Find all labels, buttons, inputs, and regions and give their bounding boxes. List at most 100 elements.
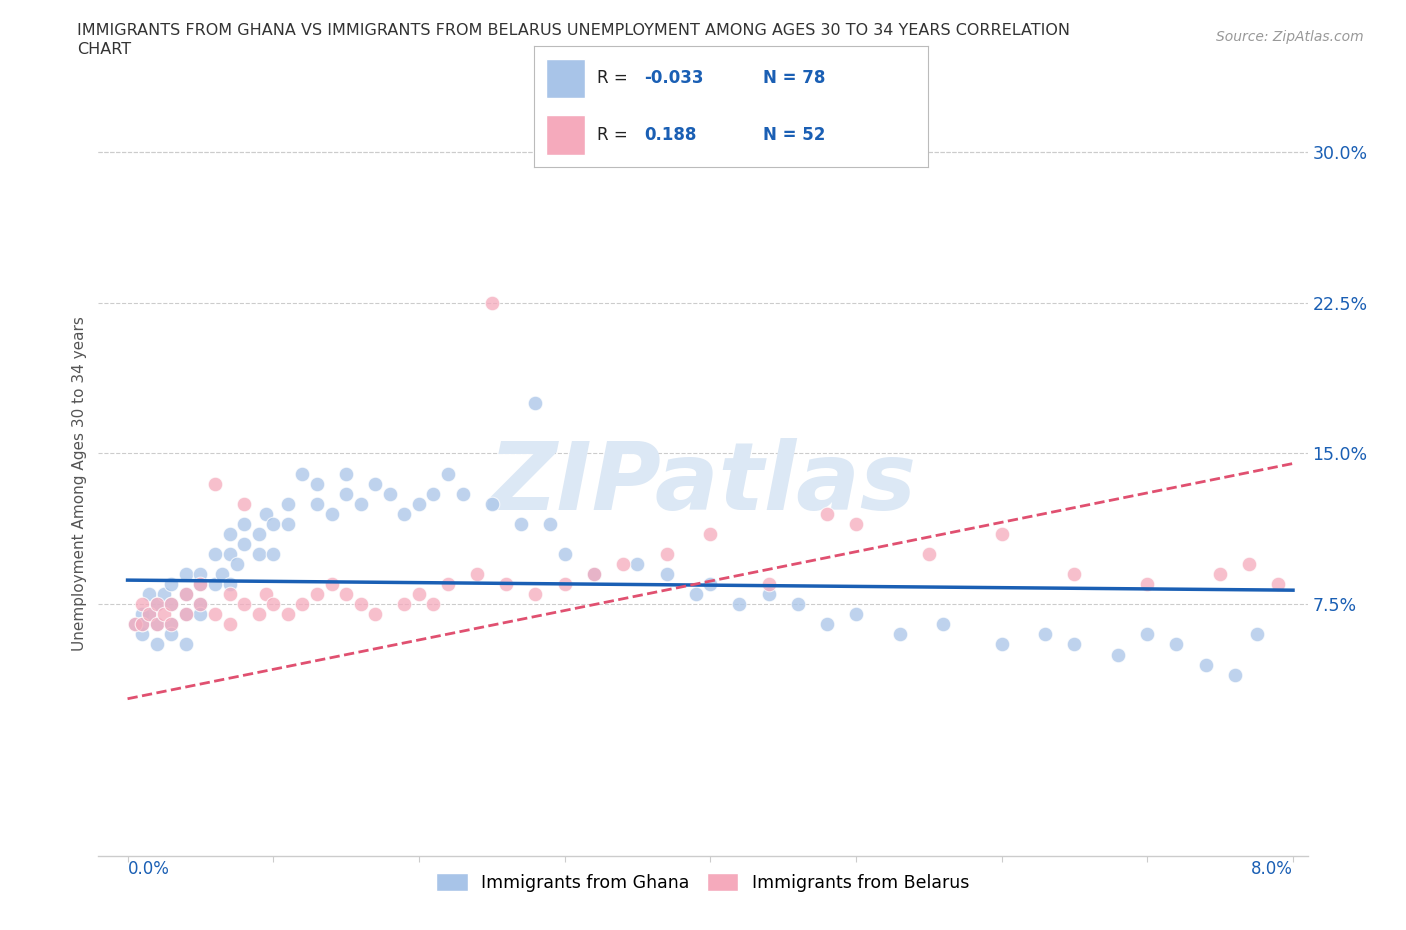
Point [174,566,197,581]
Point [305,476,328,491]
Point [153,607,176,622]
Point [291,597,314,612]
Bar [546,59,585,99]
Point [211,566,233,581]
Text: N = 78: N = 78 [762,69,825,86]
Point [204,476,226,491]
Point [1033,627,1056,642]
Point [218,577,240,591]
Point [394,506,416,521]
Point [378,486,401,501]
Point [138,587,160,602]
Point [335,466,357,481]
Point [153,587,176,602]
Point [1239,556,1261,571]
Point [408,587,430,602]
Point [291,466,314,481]
Point [408,497,430,512]
Point [190,566,212,581]
Text: Source: ZipAtlas.com: Source: ZipAtlas.com [1216,30,1364,44]
Point [190,597,212,612]
Bar [546,115,585,155]
Point [335,587,357,602]
Point [1194,658,1216,672]
Point [582,566,605,581]
Point [1209,566,1232,581]
Point [554,547,576,562]
Point [124,617,146,631]
Point [131,627,153,642]
Point [262,516,284,531]
Point [145,637,167,652]
Point [277,516,299,531]
Point [524,587,547,602]
Point [335,486,357,501]
Point [190,577,212,591]
Point [1136,577,1159,591]
Point [1063,637,1085,652]
Point [758,587,780,602]
Point [845,607,868,622]
Point [174,587,197,602]
Point [422,486,444,501]
Point [758,577,780,591]
Point [254,506,277,521]
Point [524,396,547,411]
Point [1063,566,1085,581]
Point [465,566,488,581]
Text: CHART: CHART [77,42,131,57]
Point [699,526,721,541]
Y-axis label: Unemployment Among Ages 30 to 34 years: Unemployment Among Ages 30 to 34 years [72,316,87,651]
Point [145,597,167,612]
Point [582,566,605,581]
Point [277,497,299,512]
Point [160,597,183,612]
Point [990,526,1012,541]
Point [218,617,240,631]
Point [145,617,167,631]
Point [655,547,678,562]
Point [174,607,197,622]
Point [160,627,183,642]
Point [889,627,911,642]
Point [350,497,373,512]
Point [1223,667,1246,682]
Point [247,607,270,622]
Point [728,597,751,612]
Point [481,497,503,512]
Point [218,547,240,562]
Point [481,295,503,310]
Text: R =: R = [598,69,628,86]
Point [932,617,955,631]
Point [160,617,183,631]
Point [626,556,648,571]
Point [422,597,444,612]
Point [321,506,343,521]
Text: 0.188: 0.188 [644,126,697,144]
Point [145,597,167,612]
Legend: Immigrants from Ghana, Immigrants from Belarus: Immigrants from Ghana, Immigrants from B… [429,867,977,899]
Point [174,587,197,602]
Point [247,547,270,562]
Point [612,556,634,571]
Point [364,607,387,622]
Point [509,516,531,531]
Text: 0.0%: 0.0% [128,859,170,878]
Point [254,587,277,602]
Point [699,577,721,591]
Point [538,516,561,531]
Point [321,577,343,591]
Point [277,607,299,622]
Point [174,607,197,622]
Point [225,556,247,571]
Text: IMMIGRANTS FROM GHANA VS IMMIGRANTS FROM BELARUS UNEMPLOYMENT AMONG AGES 30 TO 3: IMMIGRANTS FROM GHANA VS IMMIGRANTS FROM… [77,23,1070,38]
Point [204,607,226,622]
Text: N = 52: N = 52 [762,126,825,144]
Point [786,597,808,612]
Point [190,577,212,591]
Point [554,577,576,591]
Point [124,617,146,631]
Point [138,607,160,622]
Point [218,526,240,541]
Point [160,617,183,631]
